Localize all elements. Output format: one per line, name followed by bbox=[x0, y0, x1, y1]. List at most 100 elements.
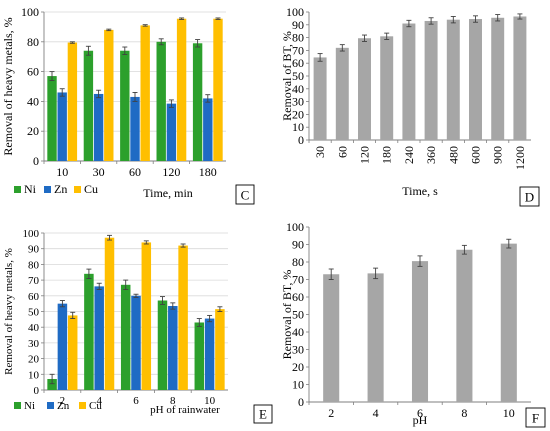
bar-4 bbox=[367, 273, 384, 402]
y-tick-label: 90 bbox=[28, 244, 40, 256]
bar-zn-60 bbox=[130, 96, 140, 161]
y-tick-label: 60 bbox=[292, 56, 304, 70]
x-tick-label: 10 bbox=[56, 165, 68, 179]
y-axis-label: Removal of BT, % bbox=[280, 31, 294, 121]
y-tick-label: 20 bbox=[28, 354, 40, 366]
bar-cu-6 bbox=[141, 242, 152, 390]
y-tick-label: 30 bbox=[28, 338, 40, 350]
y-tick-label: 0 bbox=[298, 395, 304, 409]
y-tick-label: 40 bbox=[28, 322, 40, 334]
bar-ni-180 bbox=[192, 43, 203, 161]
bar-zn-180 bbox=[203, 98, 213, 161]
y-tick-label: 80 bbox=[292, 255, 304, 269]
y-tick-label: 60 bbox=[292, 290, 304, 304]
x-axis-label: pH bbox=[413, 413, 428, 427]
y-tick-label: 60 bbox=[27, 65, 39, 79]
legend-label-ni: Ni bbox=[24, 182, 37, 196]
y-axis-label: Removal of BT, % bbox=[280, 270, 294, 360]
panel-label-box bbox=[519, 186, 540, 207]
x-tick-label: 900 bbox=[491, 146, 505, 164]
x-tick-label: 2 bbox=[60, 395, 66, 407]
y-tick-label: 20 bbox=[292, 107, 304, 121]
legend-label-zn: Zn bbox=[57, 400, 70, 412]
y-tick-label: 10 bbox=[292, 378, 304, 392]
legend-label-ni: Ni bbox=[24, 400, 35, 412]
bar-ni-60 bbox=[120, 50, 130, 161]
bar-360 bbox=[424, 20, 438, 140]
x-tick-label: 6 bbox=[133, 395, 139, 407]
bar-600 bbox=[469, 19, 482, 140]
x-tick-label: 600 bbox=[469, 146, 483, 164]
bar-2 bbox=[323, 274, 340, 402]
y-tick-label: 80 bbox=[28, 259, 40, 271]
chart-panel-f: 0 10 20 30 40 50 60 70 80 90 100 2 4 6 8 10 Removal of B… bbox=[280, 220, 546, 428]
panel-label-box bbox=[525, 407, 546, 428]
bar-zn-10 bbox=[204, 318, 215, 390]
bar-zn-4 bbox=[94, 286, 104, 390]
y-axis-label: Removal of heavy metals, % bbox=[1, 17, 15, 155]
bar-cu-30 bbox=[104, 29, 114, 161]
bar-ni-10 bbox=[47, 76, 57, 161]
bar-8 bbox=[456, 249, 473, 402]
x-axis-label: Time, min bbox=[143, 186, 193, 200]
bar-zn-8 bbox=[168, 306, 178, 390]
bar-10 bbox=[500, 243, 517, 402]
y-tick-label: 30 bbox=[292, 343, 304, 357]
bar-ni-30 bbox=[83, 50, 94, 161]
y-tick-label: 90 bbox=[292, 238, 304, 252]
x-axis-label: Time, s bbox=[402, 184, 438, 198]
y-tick-label: 0 bbox=[33, 154, 39, 168]
y-tick-label: 50 bbox=[28, 307, 40, 319]
panel-label: C bbox=[241, 188, 250, 203]
bar-1200 bbox=[513, 16, 527, 141]
bar-ni-4 bbox=[84, 273, 94, 390]
bar-cu-60 bbox=[140, 25, 150, 161]
x-tick-label: 10 bbox=[204, 395, 216, 407]
bar-cu-8 bbox=[178, 245, 188, 390]
bar-zn-30 bbox=[93, 93, 104, 161]
x-tick-label: 180 bbox=[380, 146, 394, 164]
bar-cu-2 bbox=[67, 315, 78, 390]
y-tick-label: 100 bbox=[286, 5, 304, 19]
legend-swatch-cu bbox=[79, 402, 86, 409]
x-tick-label: 360 bbox=[424, 146, 438, 164]
legend-swatch-zn bbox=[47, 402, 54, 409]
bar-ni-2 bbox=[47, 379, 57, 390]
bar-ni-120 bbox=[156, 41, 166, 161]
y-tick-label: 40 bbox=[292, 325, 304, 339]
x-tick-label: 120 bbox=[162, 165, 180, 179]
panel-label-box bbox=[253, 404, 273, 424]
x-tick-label: 480 bbox=[446, 146, 460, 164]
legend-swatch-ni bbox=[14, 186, 21, 193]
x-tick-label: 4 bbox=[373, 406, 379, 420]
y-tick-label: 20 bbox=[27, 124, 39, 138]
x-tick-label: 2 bbox=[328, 406, 334, 420]
bar-240 bbox=[402, 23, 416, 140]
bar-480 bbox=[446, 19, 460, 140]
bar-6 bbox=[411, 261, 429, 402]
bar-ni-6 bbox=[120, 284, 131, 390]
legend-label-cu: Cu bbox=[84, 182, 98, 196]
y-tick-label: 0 bbox=[34, 385, 40, 397]
y-tick-label: 10 bbox=[292, 120, 304, 134]
bar-zn-10 bbox=[57, 92, 67, 161]
x-axis-label: pH of rainwater bbox=[150, 404, 220, 416]
x-tick-label: 8 bbox=[170, 395, 176, 407]
y-tick-label: 90 bbox=[292, 18, 304, 32]
chart-panel-c: 0 20 40 60 80 100 10 30 60 120 180 Removal of heavy… bbox=[1, 5, 255, 205]
legend-label-cu: Cu bbox=[89, 400, 102, 412]
y-tick-label: 30 bbox=[292, 95, 304, 109]
legend-swatch-ni bbox=[14, 402, 21, 409]
y-axis-label: Removal of heavy metals, % bbox=[3, 248, 15, 375]
bar-zn-2 bbox=[57, 303, 68, 390]
y-tick-label: 20 bbox=[292, 360, 304, 374]
x-tick-label: 30 bbox=[93, 165, 105, 179]
bar-cu-4 bbox=[104, 237, 115, 390]
y-tick-label: 10 bbox=[28, 369, 40, 381]
x-tick-label: 30 bbox=[313, 146, 327, 158]
x-tick-label: 10 bbox=[503, 406, 515, 420]
y-tick-label: 60 bbox=[28, 291, 40, 303]
bar-30 bbox=[313, 57, 327, 140]
x-tick-label: 1200 bbox=[513, 146, 527, 170]
